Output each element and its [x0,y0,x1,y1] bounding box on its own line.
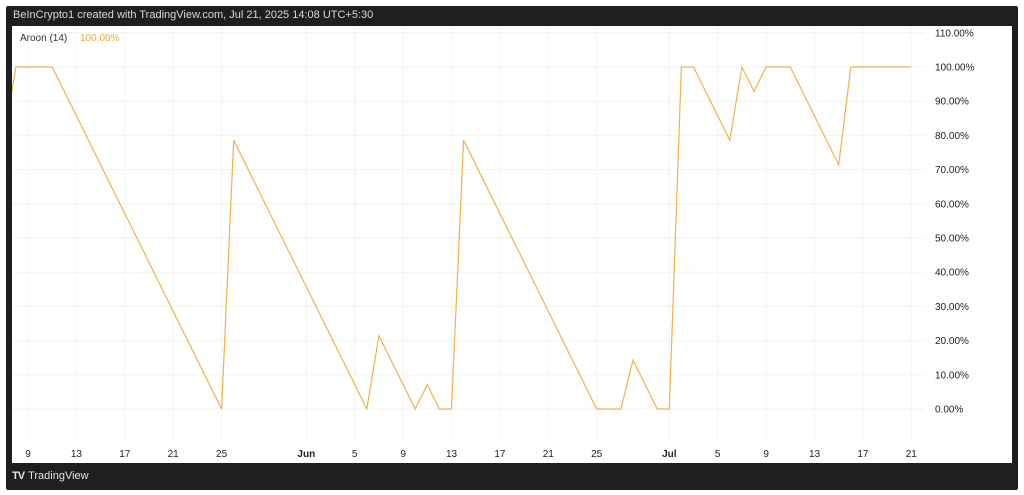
y-tick-label: 50.00% [935,234,969,245]
y-tick-label: 100.00% [935,63,975,74]
legend-name: Aroon (14) [20,33,67,44]
y-tick-label: 30.00% [935,302,969,313]
y-tick-label: 80.00% [935,131,969,142]
x-tick-label: 25 [216,449,228,460]
x-tick-label: 9 [25,449,31,460]
attribution-text: BeInCrypto1 created with TradingView.com… [13,9,374,21]
y-tick-label: 110.00% [935,28,974,39]
chart-area[interactable]: 110.00% 100.00% 90.00% 80.00% 70.00% 60.00% 50… [12,26,1012,463]
x-tick-label: 9 [400,449,406,460]
x-tick-label: 13 [446,449,458,460]
y-tick-label: 40.00% [935,268,969,279]
x-tick-label: 17 [494,449,506,460]
footer-brand: TradingView [28,470,89,482]
x-tick-label: 5 [352,449,358,460]
series [12,65,912,411]
tradingview-logo-icon: TV [12,470,25,482]
x-tick-label: 21 [168,449,180,460]
y-axis: 110.00% 100.00% 90.00% 80.00% 70.00% 60.00% 50… [935,28,975,415]
x-tick-label: 13 [71,449,83,460]
x-tick-label: 21 [543,449,555,460]
grid [12,26,925,441]
x-tick-label: 17 [857,449,869,460]
y-tick-label: 60.00% [935,199,969,210]
x-tick-label: 17 [119,449,131,460]
footer: TV TradingView [12,470,89,482]
x-tick-label: 5 [715,449,721,460]
y-tick-label: 70.00% [935,165,969,176]
y-tick-label: 0.00% [935,405,963,416]
y-tick-label: 20.00% [935,336,969,347]
aroon-chart: 110.00%100.00%90.00%80.00%70.00%60.00%50… [12,26,975,460]
y-tick-label: 10.00% [935,370,969,381]
x-tick-label: Jun [297,449,315,460]
x-tick-label: 25 [591,449,603,460]
x-tick-label: 21 [906,449,918,460]
x-tick-label: 13 [809,449,821,460]
x-axis: 9 13 17 21 25 Jun 5 9 13 17 21 25 Jul 5 9 13 17 21 [25,449,917,460]
aroon-line [12,65,912,411]
y-tick-label: 90.00% [935,97,969,108]
x-tick-label: 9 [763,449,769,460]
x-tick-label: Jul [662,449,677,460]
legend-value: 100.00% [80,33,120,44]
